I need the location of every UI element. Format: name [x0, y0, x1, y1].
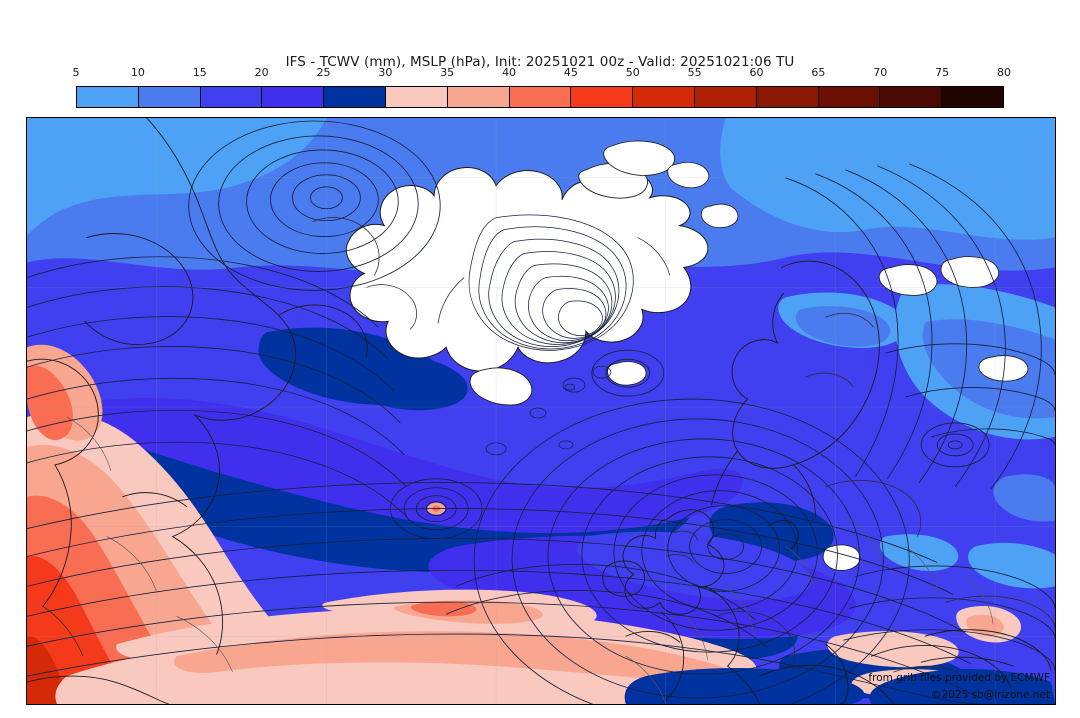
colorbar-segment [880, 87, 943, 107]
map-canvas[interactable]: .coast{fill:none;stroke:#1b1b1b;stroke-w… [26, 117, 1056, 705]
map-svg: .coast{fill:none;stroke:#1b1b1b;stroke-w… [27, 118, 1055, 704]
colorbar-tick-label: 5 [72, 66, 80, 79]
colorbar-tick-label: 30 [378, 66, 393, 79]
copyright-credit: ©2025 sb@irizone.net [931, 689, 1050, 701]
iceland-mask [607, 361, 647, 386]
colorbar-tick-label: 70 [873, 66, 888, 79]
tcwv-shaded-field [27, 118, 1055, 704]
colorbar-tick-label: 65 [811, 66, 826, 79]
colorbar-segment [756, 87, 819, 107]
colorbar-tick-labels: 5 10 15 20 25 30 35 40 45 50 55 60 65 70 75 80 [72, 66, 1012, 84]
colorbar-tick-label: 45 [563, 66, 578, 79]
colorbar-tick-label: 10 [130, 66, 145, 79]
colorbar-segment [77, 87, 139, 107]
colorbar-segments [76, 86, 1004, 108]
colorbar-segment [633, 87, 695, 107]
colorbar-tick-label: 35 [440, 66, 455, 79]
source-credit: from grib files provided by ECMWF [868, 672, 1050, 684]
colorbar-segment [818, 87, 881, 107]
colorbar-tick-label: 50 [625, 66, 640, 79]
colorbar-segment [385, 87, 448, 107]
colorbar-segment [447, 87, 510, 107]
colorbar-tick-label: 55 [687, 66, 702, 79]
colorbar-segment [571, 87, 634, 107]
greenland-mask [345, 140, 1029, 571]
colorbar-tick-label: 40 [502, 66, 517, 79]
colorbar-tick-label: 60 [749, 66, 764, 79]
page-title: IFS - TCWV (mm), MSLP (hPa), Init: 20251… [285, 54, 795, 70]
coastlines [27, 118, 1055, 704]
colorbar-segment [509, 87, 572, 107]
map-layers [27, 118, 1055, 704]
colorbar-segment [138, 87, 201, 107]
colorbar-tick-label: 15 [192, 66, 207, 79]
colorbar-tick-label: 80 [997, 66, 1011, 79]
colorbar-tick-label: 20 [254, 66, 269, 79]
colorbar-segment [942, 87, 1003, 107]
colorbar-segment [200, 87, 263, 107]
colorbar-tick-label: 25 [316, 66, 331, 79]
colorbar-segment [324, 87, 386, 107]
colorbar: 5 10 15 20 25 30 35 40 45 50 55 60 65 70 75 80 [72, 66, 1012, 108]
colorbar-tick-label: 75 [935, 66, 950, 79]
colorbar-segment [694, 87, 757, 107]
colorbar-segment [262, 87, 325, 107]
